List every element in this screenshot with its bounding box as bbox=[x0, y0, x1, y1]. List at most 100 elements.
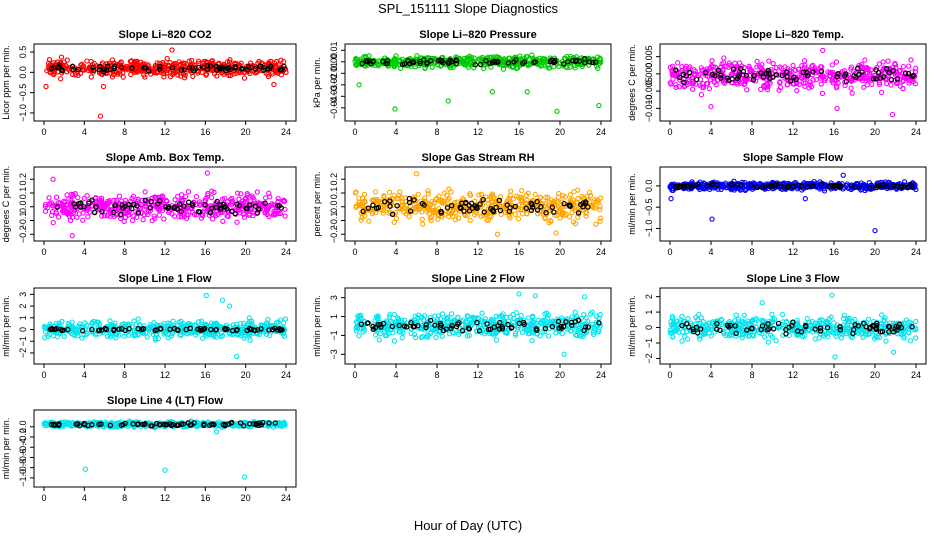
y-tick-label: 2 bbox=[644, 294, 654, 299]
reference-point bbox=[279, 327, 285, 333]
reference-point bbox=[439, 57, 445, 64]
data-point bbox=[146, 325, 152, 331]
reference-point bbox=[551, 209, 557, 215]
data-point bbox=[818, 81, 824, 87]
y-tick-label: −1 bbox=[329, 330, 339, 340]
data-point bbox=[395, 315, 401, 321]
data-point bbox=[372, 189, 379, 195]
data-point bbox=[668, 81, 674, 87]
data-point bbox=[862, 57, 868, 63]
outlier-point bbox=[708, 104, 714, 110]
data-point bbox=[567, 64, 573, 70]
data-point bbox=[116, 332, 122, 338]
data-point bbox=[392, 55, 398, 62]
data-point bbox=[64, 211, 71, 217]
y-tick-label: 1 bbox=[644, 310, 654, 315]
data-point bbox=[861, 84, 867, 90]
reference-point bbox=[779, 72, 785, 79]
data-point bbox=[573, 220, 579, 227]
reference-point bbox=[534, 207, 541, 213]
reference-point bbox=[512, 203, 518, 210]
data-point bbox=[467, 217, 473, 224]
reference-point bbox=[456, 320, 462, 326]
reference-point bbox=[453, 58, 460, 64]
data-point bbox=[506, 195, 513, 201]
reference-point bbox=[477, 201, 483, 207]
data-point bbox=[47, 201, 53, 207]
reference-point bbox=[129, 65, 135, 71]
data-point bbox=[542, 317, 548, 323]
reference-point bbox=[167, 326, 173, 332]
reference-point bbox=[491, 58, 498, 65]
reference-point bbox=[186, 64, 193, 71]
data-point bbox=[67, 217, 74, 224]
data-point bbox=[131, 213, 137, 219]
data-point bbox=[474, 329, 480, 335]
reference-point bbox=[558, 325, 565, 331]
reference-point bbox=[189, 201, 195, 207]
data-point bbox=[507, 215, 513, 221]
data-point bbox=[84, 207, 90, 213]
x-tick-label: 8 bbox=[749, 247, 754, 257]
data-point bbox=[265, 316, 271, 323]
reference-point bbox=[754, 184, 760, 190]
reference-point bbox=[227, 66, 234, 72]
outlier-point bbox=[802, 196, 808, 202]
data-point bbox=[571, 189, 577, 195]
outlier-point bbox=[445, 98, 451, 104]
data-point bbox=[121, 218, 127, 225]
data-point bbox=[496, 314, 502, 320]
reference-point bbox=[899, 184, 905, 190]
reference-point bbox=[380, 58, 386, 65]
reference-point bbox=[147, 204, 154, 211]
reference-point bbox=[254, 210, 261, 216]
plot-frame bbox=[344, 43, 612, 122]
reference-point bbox=[778, 183, 784, 189]
reference-point bbox=[204, 62, 211, 69]
y-tick-label: −1 bbox=[644, 338, 654, 348]
data-point bbox=[689, 74, 696, 80]
reference-point bbox=[79, 327, 86, 334]
data-point bbox=[405, 207, 411, 213]
x-tick-label: 16 bbox=[514, 127, 524, 137]
data-point bbox=[203, 195, 209, 201]
data-point bbox=[523, 53, 529, 60]
reference-point bbox=[457, 204, 463, 211]
data-point bbox=[425, 188, 431, 194]
y-tick-label: −0.005 bbox=[644, 77, 654, 105]
reference-point bbox=[396, 322, 403, 329]
reference-point bbox=[575, 317, 582, 323]
reference-point bbox=[97, 63, 103, 70]
y-axis-label: ml/min per min. bbox=[312, 295, 322, 357]
x-tick-label: 4 bbox=[393, 247, 398, 257]
data-point bbox=[276, 62, 282, 68]
plot-frame bbox=[344, 287, 612, 365]
data-point bbox=[807, 82, 813, 88]
outlier-point bbox=[889, 111, 896, 118]
reference-point bbox=[407, 208, 414, 214]
data-point bbox=[167, 73, 174, 80]
reference-point bbox=[118, 211, 124, 218]
data-point bbox=[862, 328, 869, 335]
data-point bbox=[455, 315, 461, 321]
x-tick-label: 16 bbox=[200, 247, 210, 257]
data-point bbox=[193, 201, 199, 208]
data-point bbox=[227, 196, 234, 203]
y-tick-label: −0.02 bbox=[329, 73, 339, 96]
reference-point bbox=[549, 323, 556, 330]
data-point bbox=[135, 196, 141, 202]
data-point bbox=[464, 313, 470, 319]
reference-point bbox=[438, 210, 445, 216]
data-point bbox=[513, 65, 520, 72]
data-point bbox=[465, 314, 471, 320]
data-point bbox=[525, 190, 531, 196]
y-tick-label: −0.03 bbox=[329, 85, 339, 108]
data-point bbox=[583, 210, 589, 216]
data-point bbox=[250, 195, 256, 201]
data-point bbox=[412, 334, 419, 341]
data-point bbox=[590, 203, 596, 210]
data-point bbox=[515, 326, 521, 333]
data-point bbox=[352, 190, 359, 196]
data-point bbox=[538, 63, 544, 69]
x-tick-label: 16 bbox=[829, 247, 839, 257]
